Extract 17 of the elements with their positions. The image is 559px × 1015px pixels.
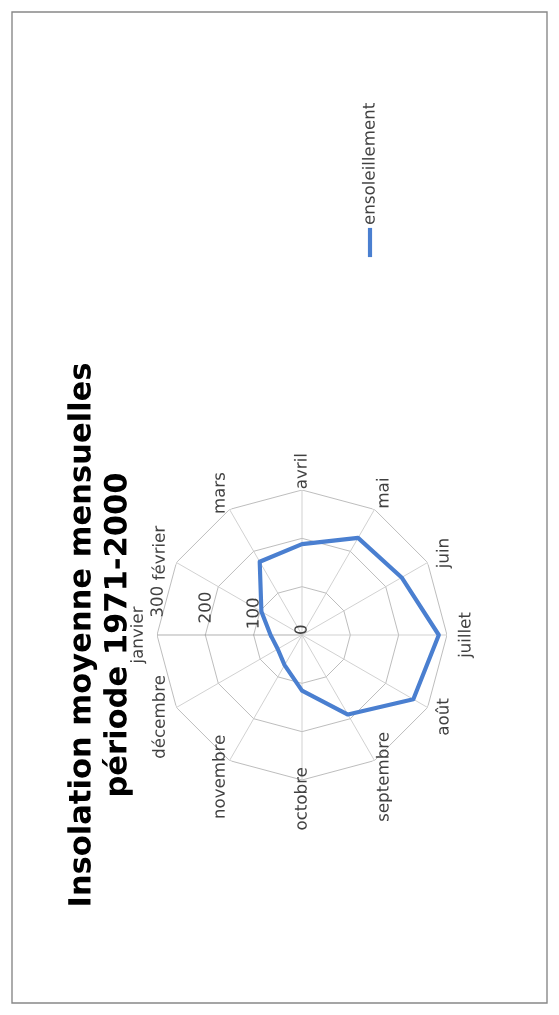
spoke-label: janvier — [130, 606, 147, 664]
y-tick-label: 100 — [246, 598, 259, 628]
spoke-label: juin — [435, 539, 452, 569]
y-tick-label: 200 — [198, 592, 211, 623]
spoke-label: décembre — [151, 675, 165, 758]
spoke-label: septembre — [375, 732, 392, 821]
y-tick-label: 0 — [294, 625, 307, 634]
spoke-label: août — [435, 698, 449, 735]
spoke-label: octobre — [293, 768, 307, 830]
spoke-label: avril — [293, 454, 307, 489]
spoke-label: novembre — [212, 735, 225, 818]
text: ensoleillement — [361, 103, 375, 225]
spoke-label: mai — [375, 479, 389, 508]
y-tick-label: 300 — [150, 586, 163, 617]
spoke-label: mars — [215, 472, 225, 513]
spoke-label: juillet — [457, 612, 474, 659]
spoke-label: février — [151, 525, 165, 580]
